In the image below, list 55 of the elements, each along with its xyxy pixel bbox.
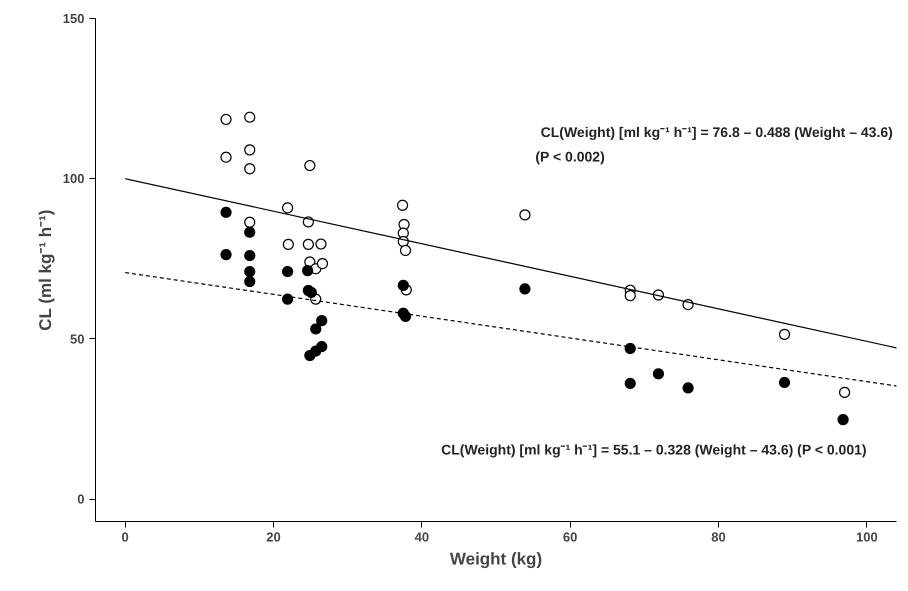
point bbox=[244, 216, 256, 228]
point bbox=[302, 265, 314, 276]
point bbox=[778, 376, 790, 388]
point bbox=[838, 386, 850, 398]
point bbox=[519, 283, 531, 294]
point bbox=[316, 258, 328, 270]
x-tick-label: 0 bbox=[122, 530, 129, 544]
point bbox=[244, 144, 256, 156]
point bbox=[282, 266, 294, 278]
point bbox=[315, 238, 327, 250]
point bbox=[282, 238, 294, 250]
point bbox=[838, 414, 849, 426]
annotation: CL(Weight) [ml kg⁻¹ h⁻¹] = 76.8 – 0.488 (Weight – 43.6) bbox=[540, 124, 893, 140]
point bbox=[778, 328, 790, 340]
point bbox=[398, 280, 409, 291]
point bbox=[310, 323, 322, 335]
annotation: (P < 0.002) bbox=[535, 148, 605, 164]
y-tick-label: 100 bbox=[62, 171, 85, 186]
point bbox=[304, 160, 316, 172]
point bbox=[244, 266, 256, 278]
point bbox=[220, 206, 232, 218]
point bbox=[316, 315, 328, 326]
point bbox=[304, 350, 316, 362]
point bbox=[624, 290, 636, 302]
point bbox=[396, 200, 408, 211]
point bbox=[624, 342, 636, 354]
point bbox=[244, 226, 256, 238]
y-tick-label: 0 bbox=[77, 492, 85, 507]
x-tick-label: 80 bbox=[711, 530, 726, 544]
x-tick-label: 20 bbox=[266, 530, 281, 544]
point bbox=[282, 294, 294, 305]
x-axis-title: Weight (kg) bbox=[450, 550, 542, 568]
point bbox=[244, 163, 256, 174]
point bbox=[220, 249, 232, 260]
point bbox=[519, 209, 531, 220]
point bbox=[624, 378, 636, 390]
point bbox=[220, 152, 232, 163]
x-tick-label: 60 bbox=[562, 530, 578, 544]
point bbox=[652, 368, 664, 380]
y-tick-label: 50 bbox=[70, 331, 85, 346]
x-tick-label: 100 bbox=[856, 530, 878, 544]
y-axis-title: CL (ml kg⁻¹ h⁻¹) bbox=[36, 210, 55, 331]
point bbox=[244, 250, 256, 262]
point bbox=[306, 286, 317, 298]
point bbox=[282, 202, 294, 214]
annotation: CL(Weight) [ml kg⁻¹ h⁻¹] = 55.1 – 0.328 (Weight – 43.6) (P < 0.001) bbox=[441, 441, 867, 458]
point bbox=[400, 244, 412, 256]
y-tick-label: 150 bbox=[62, 11, 85, 26]
point bbox=[220, 114, 232, 126]
x-tick-label: 40 bbox=[414, 530, 430, 544]
point bbox=[244, 112, 256, 123]
point bbox=[244, 276, 256, 288]
point bbox=[682, 382, 694, 394]
point bbox=[302, 238, 314, 250]
point bbox=[400, 310, 412, 322]
